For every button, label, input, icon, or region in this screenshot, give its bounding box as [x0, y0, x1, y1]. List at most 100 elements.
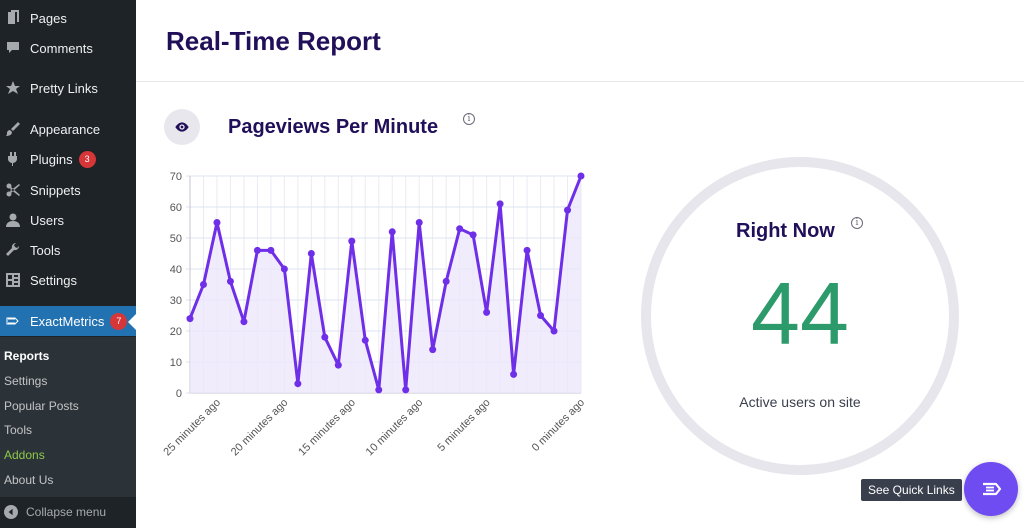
- info-icon[interactable]: i: [463, 113, 475, 125]
- settings-icon: [4, 271, 22, 289]
- sidebar-item-label: Tools: [30, 242, 61, 258]
- sidebar-item-appearance[interactable]: Appearance: [0, 114, 136, 144]
- x-tick-label: 25 minutes ago: [161, 397, 223, 459]
- collapse-menu-button[interactable]: Collapse menu: [4, 505, 106, 519]
- data-point: [267, 246, 275, 254]
- update-count-badge: 7: [110, 312, 128, 330]
- y-tick-label: 40: [170, 264, 182, 276]
- submenu-item-addons[interactable]: Addons: [4, 448, 45, 462]
- data-point: [496, 200, 504, 208]
- data-point: [294, 380, 302, 388]
- data-point: [321, 333, 329, 341]
- collapse-menu-label: Collapse menu: [26, 505, 107, 519]
- exactmetrics-logo-icon: [983, 482, 1002, 496]
- x-tick-label: 5 minutes ago: [435, 397, 492, 454]
- data-point: [388, 228, 396, 236]
- submenu-item-reports[interactable]: Reports: [4, 349, 50, 363]
- sidebar-item-comments[interactable]: Comments: [0, 33, 136, 63]
- y-tick-label: 10: [170, 357, 182, 369]
- data-point: [564, 206, 572, 214]
- data-point: [334, 361, 342, 369]
- data-point: [402, 386, 410, 394]
- y-tick-label: 0: [176, 388, 182, 400]
- quick-links-tooltip: See Quick Links: [861, 479, 962, 501]
- eye-icon: [164, 109, 200, 145]
- scissors-icon: [4, 181, 22, 199]
- data-point: [240, 318, 248, 326]
- sidebar-item-pretty-links[interactable]: Pretty Links: [0, 73, 136, 103]
- page-header: Real-Time Report: [136, 0, 1024, 82]
- data-point: [483, 308, 491, 316]
- data-point: [577, 172, 585, 180]
- sidebar-item-label: Settings: [30, 272, 77, 288]
- data-point: [375, 386, 383, 394]
- sidebar-item-plugins[interactable]: Plugins 3: [0, 144, 136, 174]
- sidebar-item-label: Snippets: [30, 182, 81, 198]
- x-tick-label: 20 minutes ago: [229, 397, 291, 459]
- sidebar-item-pages[interactable]: Pages: [0, 3, 136, 33]
- active-users-count: 44: [751, 264, 849, 363]
- exactmetrics-icon: [4, 312, 22, 330]
- sidebar-item-label: Users: [30, 212, 64, 228]
- data-point: [537, 312, 545, 319]
- series-area: [190, 176, 581, 393]
- star-icon: [4, 79, 22, 97]
- right-now-title: Right Now: [736, 220, 835, 242]
- chart-title: Pageviews Per Minute: [228, 116, 439, 138]
- pages-icon: [4, 9, 22, 27]
- sidebar-item-label: Appearance: [30, 121, 101, 137]
- active-users-label: Active users on site: [739, 394, 861, 410]
- y-tick-label: 50: [170, 233, 182, 245]
- sidebar-item-tools[interactable]: Tools: [0, 235, 136, 265]
- data-point: [456, 225, 464, 233]
- data-point: [415, 219, 423, 226]
- collapse-arrow-icon: [4, 505, 18, 519]
- sidebar-item-exactmetrics[interactable]: ExactMetrics 7: [0, 306, 136, 336]
- right-now-ring: [641, 157, 959, 475]
- data-point: [280, 265, 288, 273]
- sidebar-item-label: ExactMetrics: [30, 313, 105, 329]
- sidebar-item-settings[interactable]: Settings: [0, 265, 136, 295]
- plugin-icon: [4, 150, 22, 168]
- sidebar-item-label: Comments: [30, 40, 93, 56]
- main-content: Real-Time Report Pageviews Per Minute i …: [136, 0, 1024, 528]
- submenu-item-settings[interactable]: Settings: [4, 374, 48, 388]
- data-point: [307, 250, 315, 257]
- user-icon: [4, 211, 22, 229]
- data-point: [186, 315, 194, 323]
- data-point: [550, 327, 558, 335]
- y-tick-label: 70: [170, 171, 182, 183]
- data-point: [253, 246, 261, 254]
- sidebar-item-label: Plugins: [30, 151, 73, 167]
- comments-icon: [4, 39, 22, 57]
- y-tick-label: 60: [170, 202, 182, 214]
- right-now-info-icon[interactable]: i: [851, 217, 863, 229]
- sidebar-item-label: Pages: [30, 10, 67, 26]
- data-point: [469, 231, 477, 239]
- data-point: [199, 281, 207, 288]
- data-point: [510, 370, 518, 378]
- series-line: [188, 175, 583, 392]
- submenu-item-tools[interactable]: Tools: [4, 423, 33, 437]
- pageviews-chart: 0 10 20 30 40 50 60 70 25 minutes ago 20 minutes …: [161, 171, 587, 459]
- data-point: [429, 346, 437, 354]
- data-point: [523, 246, 531, 254]
- wrench-icon: [4, 241, 22, 259]
- quick-links-button[interactable]: [964, 462, 1018, 516]
- admin-sidebar: Pages Comments Pretty Links Appearance Plugi…: [0, 0, 136, 528]
- x-tick-label: 10 minutes ago: [364, 397, 426, 459]
- data-point: [226, 277, 234, 285]
- data-point: [213, 219, 221, 226]
- submenu-item-about-us[interactable]: About Us: [4, 473, 54, 487]
- y-tick-label: 30: [170, 295, 182, 307]
- data-point: [361, 336, 369, 344]
- sidebar-item-label: Pretty Links: [30, 80, 98, 96]
- data-point: [442, 277, 450, 285]
- page-title: Real-Time Report: [166, 26, 381, 56]
- sidebar-item-users[interactable]: Users: [0, 205, 136, 235]
- submenu-item-popular-posts[interactable]: Popular Posts: [4, 399, 79, 413]
- brush-icon: [4, 120, 22, 138]
- update-count-badge: 3: [78, 150, 96, 168]
- sidebar-item-snippets[interactable]: Snippets: [0, 175, 136, 205]
- x-tick-label: 15 minutes ago: [296, 397, 358, 459]
